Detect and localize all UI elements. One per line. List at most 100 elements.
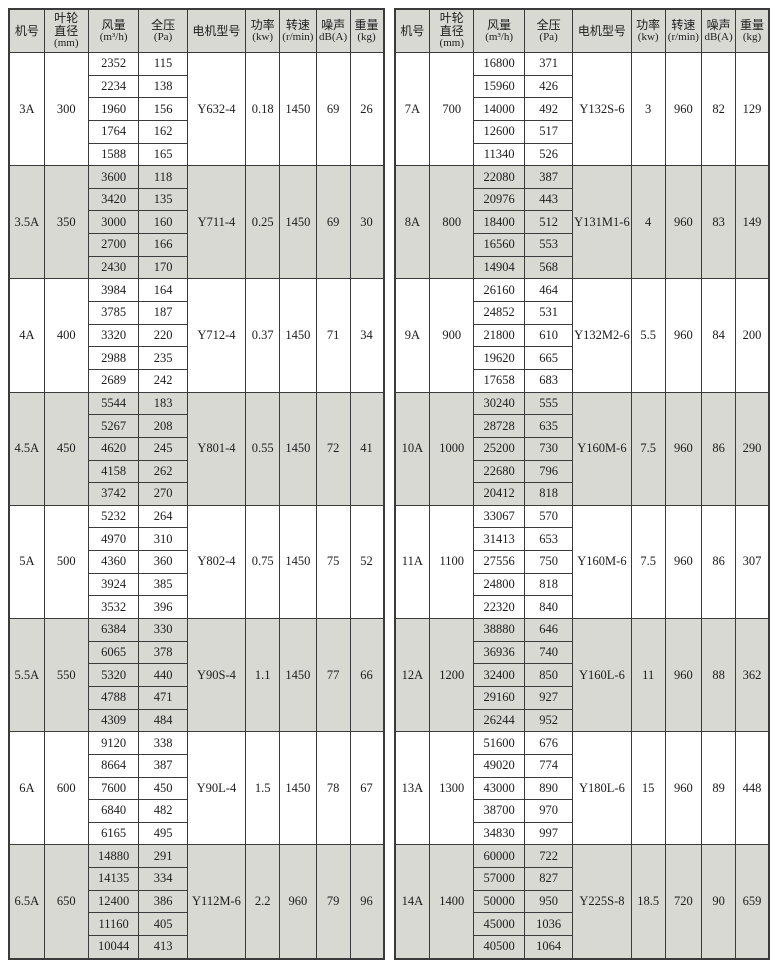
weight-cell: 200: [735, 278, 770, 393]
column-header-power-line: 功率: [636, 17, 661, 32]
power-cell: 5.5: [630, 278, 666, 393]
spec-row-10A-0: 10A 1000 30240 555 Y160M-6 7.5 960 86 290: [393, 391, 770, 506]
spec-row-5.5A-0: 5.5A 550 6384 330 Y90S-4 1.1 1450 77 66: [8, 618, 385, 733]
spec-row-5A-3: 3924 385: [9, 572, 384, 597]
spec-row-10A-2: 25200 730: [395, 436, 770, 461]
model-cell: 7A: [393, 51, 431, 167]
column-header-model-line: 机号: [400, 23, 425, 38]
pressure-cell: 952: [523, 708, 574, 733]
speed-cell: 960: [279, 844, 317, 960]
weight-cell: 34: [349, 278, 385, 393]
pressure-cell: 646: [523, 618, 574, 642]
airflow-cell: 16800: [473, 52, 525, 76]
airflow-cell: 3785: [87, 301, 140, 325]
airflow-cell: 4309: [87, 708, 140, 733]
airflow-cell: 6165: [87, 821, 140, 846]
power-cell: 0.18: [245, 51, 281, 167]
airflow-cell: 14000: [473, 97, 525, 121]
motor-cell: Y632-4: [186, 51, 247, 167]
pressure-cell: 1064: [523, 934, 574, 960]
airflow-cell: 27556: [473, 550, 525, 574]
pressure-cell: 138: [138, 74, 188, 99]
speed-cell: 960: [664, 165, 703, 280]
airflow-cell: 40500: [473, 934, 525, 960]
column-header-diameter-line: (mm): [54, 37, 79, 50]
spec-row-9A-1: 24852 531: [395, 301, 770, 325]
pressure-cell: 512: [523, 210, 574, 235]
diameter-cell: 350: [43, 165, 89, 280]
weight-cell: 41: [349, 391, 385, 506]
diameter-cell: 800: [429, 165, 475, 280]
model-cell: 9A: [393, 278, 431, 393]
airflow-cell: 12400: [87, 889, 140, 914]
airflow-cell: 20412: [473, 482, 525, 506]
model-cell: 5.5A: [8, 618, 45, 733]
airflow-cell: 2430: [87, 255, 140, 280]
pressure-cell: 676: [523, 731, 574, 755]
noise-cell: 79: [315, 844, 351, 960]
column-header-speed: 转速 (r/min): [664, 8, 703, 53]
spec-row-5.5A-4: 4309 484: [9, 708, 384, 733]
noise-cell: 77: [315, 618, 351, 733]
pressure-cell: 553: [523, 233, 574, 257]
diameter-cell: 1000: [429, 391, 475, 506]
column-header-model: 机号: [393, 8, 431, 53]
noise-cell: 69: [315, 165, 351, 280]
motor-cell: Y160M-6: [572, 504, 632, 620]
spec-row-4.5A-2: 4620 245: [9, 436, 384, 461]
airflow-cell: 32400: [473, 663, 525, 687]
pressure-cell: 220: [138, 323, 188, 348]
spec-row-4A-2: 3320 220: [9, 323, 384, 348]
speed-cell: 960: [664, 278, 703, 393]
airflow-cell: 24852: [473, 301, 525, 325]
airflow-cell: 6384: [87, 618, 140, 642]
power-cell: 11: [630, 618, 666, 733]
model-cell: 4A: [8, 278, 45, 393]
pressure-cell: 950: [523, 889, 574, 914]
column-header-airflow: 风量 (m³/h): [87, 8, 140, 53]
spec-row-9A-3: 19620 665: [395, 346, 770, 370]
power-cell: 1.5: [245, 731, 281, 846]
pressure-cell: 827: [523, 867, 574, 891]
airflow-cell: 3600: [87, 165, 140, 189]
model-cell: 6.5A: [8, 844, 45, 960]
model-cell: 3A: [8, 51, 45, 167]
airflow-cell: 11340: [473, 142, 525, 167]
airflow-cell: 4970: [87, 527, 140, 552]
airflow-cell: 16560: [473, 233, 525, 257]
spec-row-3A-0: 3A 300 2352 115 Y632-4 0.18 1450 69 26: [8, 51, 385, 167]
pressure-cell: 387: [523, 165, 574, 189]
spec-row-6.5A-4: 10044 413: [9, 934, 384, 960]
airflow-cell: 3984: [87, 278, 140, 303]
weight-cell: 448: [735, 731, 770, 846]
spec-row-8A-0: 8A 800 22080 387 Y131M1-6 4 960 83 149: [393, 165, 770, 280]
model-cell: 6A: [8, 731, 45, 846]
power-cell: 15: [630, 731, 666, 846]
pressure-cell: 183: [138, 391, 188, 416]
pressure-cell: 526: [523, 142, 574, 167]
airflow-cell: 19620: [473, 346, 525, 370]
diameter-cell: 450: [43, 391, 89, 506]
column-header-diameter-line: (mm): [439, 37, 464, 50]
airflow-cell: 3532: [87, 595, 140, 620]
noise-cell: 88: [701, 618, 737, 733]
airflow-cell: 22080: [473, 165, 525, 189]
pressure-cell: 135: [138, 187, 188, 212]
pressure-cell: 118: [138, 165, 188, 189]
pressure-cell: 413: [138, 934, 188, 960]
airflow-cell: 17658: [473, 368, 525, 393]
airflow-cell: 4620: [87, 436, 140, 461]
airflow-cell: 49020: [473, 753, 525, 778]
pressure-cell: 443: [523, 187, 574, 212]
spec-row-7A-1: 15960 426: [395, 74, 770, 99]
pressure-cell: 818: [523, 482, 574, 506]
pressure-cell: 927: [523, 685, 574, 710]
column-header-weight-line: 重量: [354, 17, 379, 32]
column-header-diameter-line: 叶轮: [54, 11, 79, 26]
pressure-cell: 517: [523, 119, 574, 144]
motor-cell: Y160L-6: [572, 618, 632, 733]
weight-cell: 149: [735, 165, 770, 280]
airflow-cell: 10044: [87, 934, 140, 960]
column-header-speed: 转速 (r/min): [279, 8, 317, 53]
pressure-cell: 242: [138, 368, 188, 393]
